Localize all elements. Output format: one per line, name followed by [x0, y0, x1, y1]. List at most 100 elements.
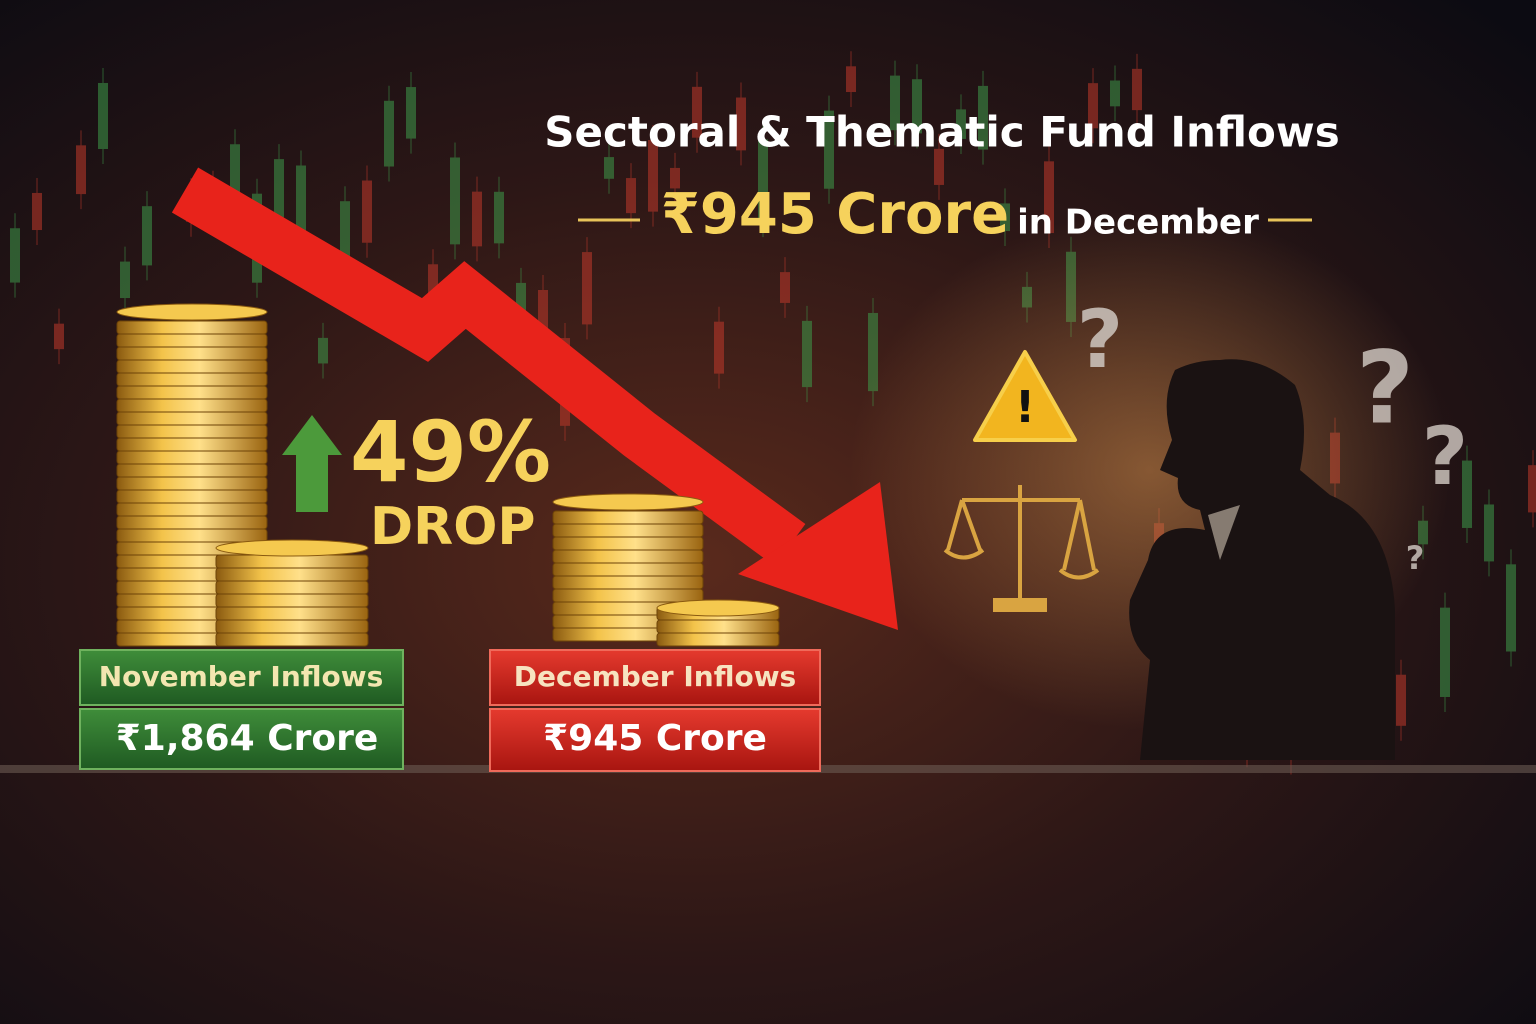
candle-body [890, 75, 900, 131]
balance-scale [943, 485, 1100, 612]
coin [116, 437, 268, 452]
candle-body [604, 157, 614, 179]
coin [116, 515, 268, 530]
candle-body [362, 180, 372, 243]
coin [116, 489, 268, 504]
candle-body [32, 192, 42, 231]
candle-body [1044, 161, 1054, 234]
candle-body [472, 191, 482, 247]
question-mark: ? [1422, 410, 1468, 503]
card-value: ₹945 Crore [543, 718, 767, 759]
candle-body [406, 87, 416, 139]
drop-label: DROP [370, 497, 536, 557]
title: Sectoral & Thematic Fund Inflows [544, 108, 1339, 157]
thinking-person-silhouette [1129, 359, 1395, 760]
candle-body [516, 282, 526, 320]
coin [215, 554, 369, 569]
shirt-collar [1208, 505, 1240, 560]
card-label: December Inflows [514, 660, 796, 693]
candle-body [1000, 203, 1010, 232]
coin-top [215, 539, 369, 557]
candle-body [1110, 80, 1120, 107]
coin [552, 575, 704, 590]
candle-body [802, 320, 812, 388]
question-mark: ? [1406, 539, 1425, 577]
candle-body [758, 139, 768, 223]
headline-amount: ₹945 Crore [661, 182, 1009, 247]
coin [656, 619, 780, 634]
candle-body [1528, 465, 1536, 513]
candle-body [868, 312, 878, 392]
candle-body [824, 110, 834, 189]
coin [116, 333, 268, 348]
candle-body [340, 201, 350, 284]
coin [552, 510, 704, 525]
candle-body [1088, 83, 1098, 129]
coin [215, 593, 369, 608]
candle-body [956, 109, 966, 139]
candle-body [1440, 607, 1450, 697]
candle-body [98, 82, 108, 149]
candle-body [670, 167, 680, 189]
coin-top [552, 493, 704, 511]
coin [116, 320, 268, 335]
candle-body [120, 261, 130, 299]
coin [116, 359, 268, 374]
coin [116, 398, 268, 413]
coin [656, 632, 780, 647]
candle-body [1132, 68, 1142, 111]
coin [116, 385, 268, 400]
coin [116, 450, 268, 465]
percent-label: 49% [350, 403, 551, 501]
candle-body [934, 148, 944, 185]
coin [116, 372, 268, 387]
candle-body [736, 97, 746, 151]
up-arrow [282, 415, 342, 512]
coin [215, 580, 369, 595]
candle-body [142, 206, 152, 266]
candle-body [846, 66, 856, 93]
candle-body [648, 140, 658, 212]
candle-body [978, 85, 988, 150]
candle-body [76, 145, 86, 195]
candle-body [450, 157, 460, 245]
candle-body [582, 252, 592, 325]
coin [552, 562, 704, 577]
coin-top [656, 599, 780, 617]
candle-body [626, 178, 636, 214]
candle-body [1506, 564, 1516, 652]
coin [552, 523, 704, 538]
candle-body [1484, 504, 1494, 562]
headline-suffix: in December [1017, 203, 1259, 243]
candle-body [692, 86, 702, 138]
card-label: November Inflows [99, 660, 384, 693]
december-card: December Inflows ₹945 Crore [489, 649, 821, 772]
coin-stacks [116, 303, 780, 647]
question-mark: ? [1356, 329, 1414, 446]
coin [552, 588, 704, 603]
coin [215, 619, 369, 634]
candle-body [714, 321, 724, 374]
coin [116, 476, 268, 491]
candle-body [384, 100, 394, 167]
coin [215, 567, 369, 582]
warning-mark: ! [1015, 382, 1035, 433]
coin [116, 411, 268, 426]
candle-body [230, 144, 240, 212]
candle-body [10, 228, 20, 283]
candle-body [296, 165, 306, 240]
coin-top [116, 303, 268, 321]
down-arrow [171, 167, 898, 630]
coin [552, 549, 704, 564]
candle-body [318, 337, 328, 364]
card-value: ₹1,864 Crore [116, 718, 379, 759]
candle-body [780, 272, 790, 303]
november-card: November Inflows ₹1,864 Crore [79, 649, 404, 770]
coin [552, 536, 704, 551]
coin [215, 606, 369, 621]
coin [116, 424, 268, 439]
coin [116, 346, 268, 361]
coin [116, 463, 268, 478]
candle-body [1462, 460, 1472, 528]
